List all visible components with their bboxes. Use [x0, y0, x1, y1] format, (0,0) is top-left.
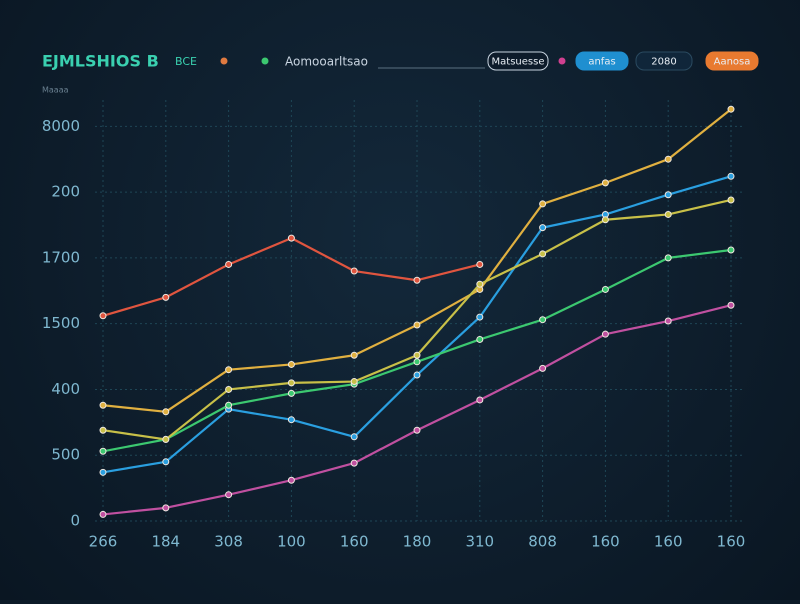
data-point [601, 179, 609, 187]
data-point [287, 379, 295, 387]
data-point [539, 364, 547, 372]
y-tick-label: 0 [70, 512, 80, 530]
data-point [476, 260, 484, 268]
data-point [664, 191, 672, 199]
y-tick-label: 1700 [42, 248, 80, 266]
x-tick-label: 266 [89, 533, 118, 551]
data-point [727, 196, 735, 204]
data-point [601, 285, 609, 293]
legend-label: Aomooarltsao [285, 55, 368, 69]
header-button[interactable] [705, 51, 759, 71]
data-point [476, 280, 484, 288]
data-point [727, 105, 735, 113]
header-button[interactable] [487, 51, 549, 71]
data-point [476, 335, 484, 343]
data-point [162, 504, 170, 512]
y-tick-label: 200 [51, 183, 80, 201]
data-point [350, 433, 358, 441]
x-tick-label: 808 [528, 533, 557, 551]
data-point [539, 250, 547, 258]
data-point [99, 447, 107, 455]
data-point [225, 385, 233, 393]
data-point [287, 416, 295, 424]
data-point [162, 408, 170, 416]
x-tick-label: 180 [403, 533, 432, 551]
data-point [287, 476, 295, 484]
data-point [99, 510, 107, 518]
header-button[interactable] [575, 51, 629, 71]
y-tick-label: 400 [51, 380, 80, 398]
data-point [601, 216, 609, 224]
data-point [539, 316, 547, 324]
button-label: 2080 [651, 57, 676, 68]
legend-dot [220, 57, 228, 65]
data-point [664, 317, 672, 325]
data-point [287, 234, 295, 242]
x-tick-label: 308 [214, 533, 243, 551]
button-label: Matsuesse [492, 57, 545, 68]
header-button[interactable] [635, 51, 693, 71]
data-point [225, 366, 233, 374]
button-label: Aanosa [714, 57, 751, 68]
data-point [225, 491, 233, 499]
axis-note: Maaaa [42, 86, 69, 95]
data-point [350, 378, 358, 386]
data-point [287, 389, 295, 397]
data-point [601, 330, 609, 338]
data-point [99, 312, 107, 320]
legend-dot [558, 57, 566, 65]
data-point [287, 360, 295, 368]
legend-dot [261, 57, 269, 65]
data-point [413, 276, 421, 284]
button-label: anfas [588, 57, 615, 68]
data-point [727, 172, 735, 180]
x-tick-label: 100 [277, 533, 306, 551]
data-point [413, 358, 421, 366]
data-point [350, 267, 358, 275]
data-point [413, 351, 421, 359]
y-tick-label: 8000 [42, 117, 80, 135]
data-point [413, 371, 421, 379]
data-point [350, 351, 358, 359]
data-point [664, 210, 672, 218]
data-point [225, 260, 233, 268]
y-tick-label: 1500 [42, 314, 80, 332]
data-point [664, 155, 672, 163]
data-point [162, 293, 170, 301]
x-tick-label: 310 [465, 533, 494, 551]
data-point [727, 301, 735, 309]
x-tick-label: 184 [151, 533, 180, 551]
data-point [476, 396, 484, 404]
data-point [99, 426, 107, 434]
x-tick-label: 160 [591, 533, 620, 551]
data-point [539, 224, 547, 232]
data-point [225, 401, 233, 409]
data-point [413, 426, 421, 434]
data-point [727, 246, 735, 254]
data-point [162, 458, 170, 466]
data-point [99, 468, 107, 476]
data-point [162, 435, 170, 443]
data-point [539, 200, 547, 208]
y-tick-label: 500 [51, 446, 80, 464]
data-point [413, 321, 421, 329]
data-point [350, 459, 358, 467]
x-tick-label: 160 [717, 533, 746, 551]
title-tag: BCE [175, 55, 197, 68]
x-tick-label: 160 [340, 533, 369, 551]
x-tick-label: 160 [654, 533, 683, 551]
chart-title: EJMLSHIOS B [42, 52, 159, 71]
data-point [99, 401, 107, 409]
data-point [476, 313, 484, 321]
data-point [664, 254, 672, 262]
